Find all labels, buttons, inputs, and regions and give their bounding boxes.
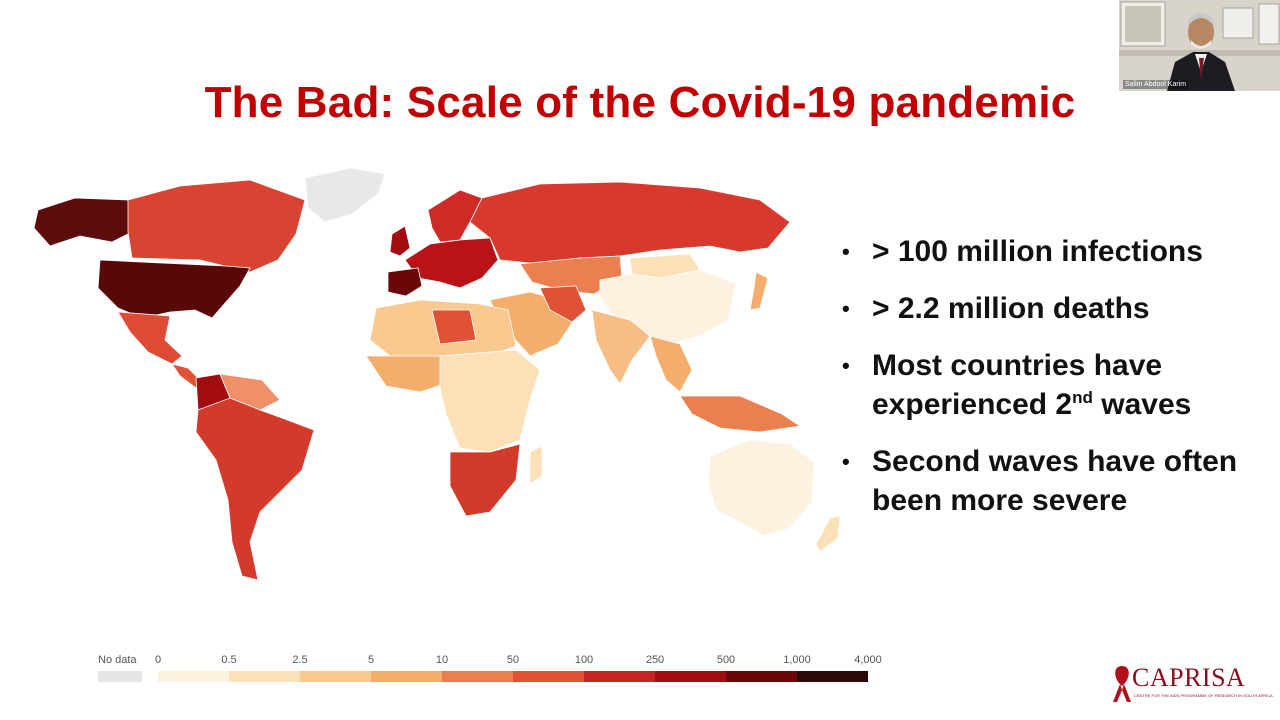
map-venezuela (219, 373, 281, 411)
legend-tick-label: 0 (154, 654, 162, 666)
map-spain-portugal (387, 267, 423, 297)
map-madagascar (529, 445, 543, 485)
bullet-text-end: waves (1092, 388, 1192, 421)
legend-color-bin (158, 671, 229, 682)
legend-color-bin (797, 671, 868, 682)
participant-video-image (1119, 0, 1280, 91)
bullet-infections: • > 100 million infections (840, 232, 1260, 271)
bullet-dot: • (842, 353, 850, 378)
map-australia (707, 439, 815, 537)
world-map (20, 160, 870, 590)
map-india (591, 309, 651, 385)
legend-color-bin (229, 671, 300, 682)
legend-tick-label: 0.5 (221, 654, 237, 666)
legend-tick-label: 4,000 (854, 654, 882, 666)
map-japan (749, 271, 769, 311)
map-south-america (195, 397, 315, 581)
bullet-second-waves: • Most countries have experienced 2nd wa… (840, 346, 1260, 424)
logo-name: CAPRISA (1132, 663, 1246, 692)
map-indonesia (679, 395, 802, 433)
legend-tick-label: 2.5 (292, 654, 308, 666)
map-usa (97, 259, 251, 319)
legend-color-bin (442, 671, 513, 682)
map-sub-saharan (439, 349, 541, 453)
bullet-severity: • Second waves have often been more seve… (840, 442, 1260, 520)
legend-color-bin (655, 671, 726, 682)
caprisa-logo: CAPRISA CENTRE FOR THE AIDS PROGRAMME OF… (1110, 662, 1273, 704)
map-greenland (304, 167, 386, 223)
legend-tick-label: 50 (506, 654, 520, 666)
participant-name: Salim Abdool Karim (1123, 80, 1189, 89)
bullet-list: • > 100 million infections • > 2.2 milli… (840, 232, 1260, 538)
bullet-dot: • (842, 239, 850, 264)
legend-color-bin (371, 671, 442, 682)
red-ribbon-icon (1113, 666, 1131, 702)
legend-tick-label: 250 (645, 654, 665, 666)
legend-color-bin (726, 671, 797, 682)
legend-no-data-label: No data (98, 654, 137, 666)
legend-color-bin (513, 671, 584, 682)
map-legend: No data 0 0.5 2.5 5 10 50 100 250 500 1,000 4,000 (98, 654, 898, 694)
legend-color-bin (300, 671, 371, 682)
bullet-text: > 2.2 million deaths (872, 292, 1150, 325)
legend-tick-label: 500 (716, 654, 736, 666)
legend-color-bin (584, 671, 655, 682)
map-alaska (33, 197, 133, 247)
legend-tick-label: 10 (435, 654, 449, 666)
map-europe (404, 237, 499, 289)
bullet-deaths: • > 2.2 million deaths (840, 289, 1260, 328)
participant-video-tile[interactable]: Salim Abdool Karim (1119, 0, 1280, 91)
map-iran (539, 285, 587, 323)
legend-no-data-swatch (98, 671, 142, 682)
map-se-asia (649, 335, 693, 393)
map-libya (431, 309, 477, 345)
map-scandinavia (427, 189, 483, 243)
map-west-africa (365, 355, 451, 393)
map-canada (127, 179, 306, 273)
bullet-text: Second waves have often been more severe (872, 445, 1238, 517)
map-new-zealand (815, 515, 841, 553)
map-russia (469, 181, 791, 265)
logo-tagline: CENTRE FOR THE AIDS PROGRAMME OF RESEARC… (1134, 693, 1273, 698)
bullet-dot: • (842, 296, 850, 321)
bullet-text: Most countries have experienced 2 (872, 349, 1163, 421)
legend-tick-label: 5 (367, 654, 375, 666)
legend-tick-label: 1,000 (783, 654, 811, 666)
map-uk (389, 225, 411, 257)
map-southern-africa (449, 443, 521, 517)
legend-tick-label: 100 (574, 654, 594, 666)
bullet-text: > 100 million infections (872, 235, 1203, 268)
bullet-superscript: nd (1072, 388, 1093, 407)
map-mexico (117, 311, 183, 365)
bullet-dot: • (842, 449, 850, 474)
slide-title: The Bad: Scale of the Covid-19 pandemic (204, 78, 1076, 127)
